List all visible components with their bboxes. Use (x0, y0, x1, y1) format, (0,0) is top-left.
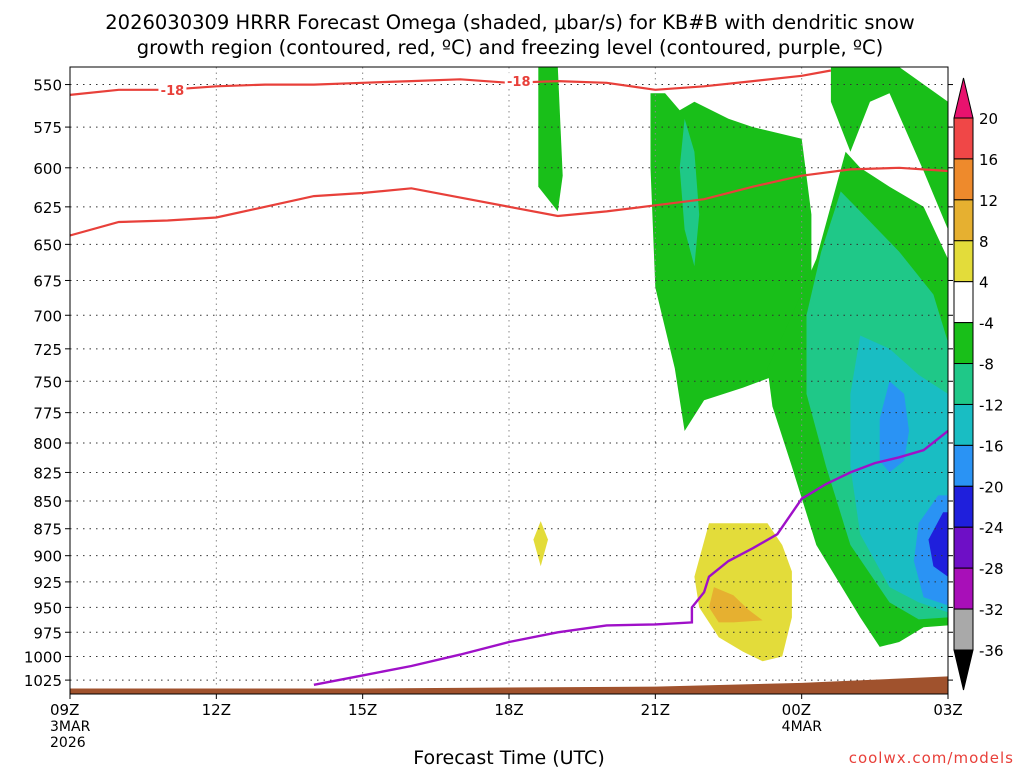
y-tick-label: 925 (33, 574, 62, 592)
omega-region-2 (830, 67, 948, 230)
x-tick-label: 09Z (50, 701, 79, 719)
colorbar-box (953, 322, 974, 365)
colorbar-label: -12 (979, 396, 1004, 414)
colorbar-label: -16 (979, 437, 1004, 455)
colorbar-label: -20 (979, 478, 1004, 496)
omega-region-11 (694, 523, 792, 662)
colorbar-box (953, 567, 974, 610)
colorbar-box (953, 240, 974, 283)
x-tick-label: 03Z (933, 701, 962, 719)
y-tick-label: 725 (33, 341, 62, 359)
omega-region-0 (538, 67, 563, 212)
y-tick-label: 800 (33, 435, 62, 453)
x-tick-sublabel: 4MAR (782, 719, 823, 735)
omega-region-7 (879, 381, 909, 473)
y-tick-label: 975 (33, 624, 62, 642)
contour-label-bg (158, 81, 187, 97)
colorbar-box (953, 281, 974, 324)
ground-terrain (70, 676, 948, 694)
colorbar-label: -4 (979, 315, 994, 333)
y-tick-label: 775 (33, 405, 62, 423)
y-tick-label: 950 (33, 599, 62, 617)
omega-region-4 (679, 118, 700, 267)
x-tick-label: 00Z (782, 701, 811, 719)
colorbar-label: -24 (979, 519, 1004, 537)
x-tick-label: 21Z (641, 701, 670, 719)
y-tick-label: 550 (33, 77, 62, 95)
colorbar-label: 4 (979, 274, 989, 292)
dendritic-contour-1 (70, 166, 948, 237)
y-tick-label: 625 (33, 199, 62, 217)
omega-region-10 (533, 521, 548, 567)
colorbar-label: 20 (979, 110, 998, 128)
colorbar-box (953, 199, 974, 242)
colorbar-box (953, 608, 974, 651)
y-tick-label: 650 (33, 236, 62, 254)
colorbar-label: -8 (979, 356, 994, 374)
omega-region-12 (709, 587, 763, 623)
colorbar-box (953, 526, 974, 569)
dendritic-contour-label: -18 (161, 84, 185, 99)
y-tick-label: 600 (33, 160, 62, 178)
x-tick-sublabel: 2026 (50, 735, 86, 751)
grid (70, 67, 948, 694)
colorbar-box (953, 444, 974, 487)
y-tick-label: 675 (33, 272, 62, 290)
colorbar: 20 16 12 8 4 -4 -8 -12 -16 -20 -24 -28 -32 -36 (953, 77, 1004, 691)
x-tick-label: 12Z (202, 701, 231, 719)
y-tick-label: 900 (33, 548, 62, 566)
colorbar-box (953, 403, 974, 446)
y-tick-label: 1000 (24, 648, 62, 666)
y-tick-label: 850 (33, 493, 62, 511)
watermark: coolwx.com/models (849, 749, 1014, 767)
colorbar-label: -36 (979, 642, 1004, 660)
y-tick-label: 700 (33, 307, 62, 325)
colorbar-box (953, 363, 974, 405)
y-tick-label: 825 (33, 464, 62, 482)
colorbar-label: -28 (979, 560, 1004, 578)
freezing-level-contour (313, 430, 948, 686)
y-tick-label: 750 (33, 373, 62, 391)
y-tick-label: 875 (33, 521, 62, 539)
colorbar-label: 8 (979, 233, 989, 251)
colorbar-box (953, 485, 974, 528)
y-tick-label: 575 (33, 119, 62, 137)
colorbar-top-triangle (953, 77, 974, 119)
colorbar-box (953, 117, 974, 160)
x-axis-label: Forecast Time (UTC) (413, 747, 604, 768)
x-tick-label: 15Z (348, 701, 377, 719)
chart-title-line-2: growth region (contoured, red, ºC) and f… (137, 36, 884, 59)
y-tick-label: 1025 (24, 672, 62, 690)
omega-region-9 (928, 512, 948, 577)
colorbar-label: 12 (979, 192, 998, 210)
dendritic-contours: -18 -18 (70, 69, 948, 237)
dendritic-contour-0 (70, 69, 832, 96)
colorbar-label: 16 (979, 151, 998, 169)
colorbar-box (953, 158, 974, 201)
colorbar-bottom-triangle (953, 649, 974, 691)
dendritic-contour-label: -18 (507, 75, 531, 90)
x-tick-sublabel: 3MAR (50, 719, 91, 735)
x-tick-label: 18Z (494, 701, 523, 719)
chart-title-line-1: 2026030309 HRRR Forecast Omega (shaded, … (105, 11, 915, 34)
omega-shading (533, 67, 948, 662)
contour-label-bg (504, 73, 533, 89)
colorbar-label: -32 (979, 601, 1004, 619)
